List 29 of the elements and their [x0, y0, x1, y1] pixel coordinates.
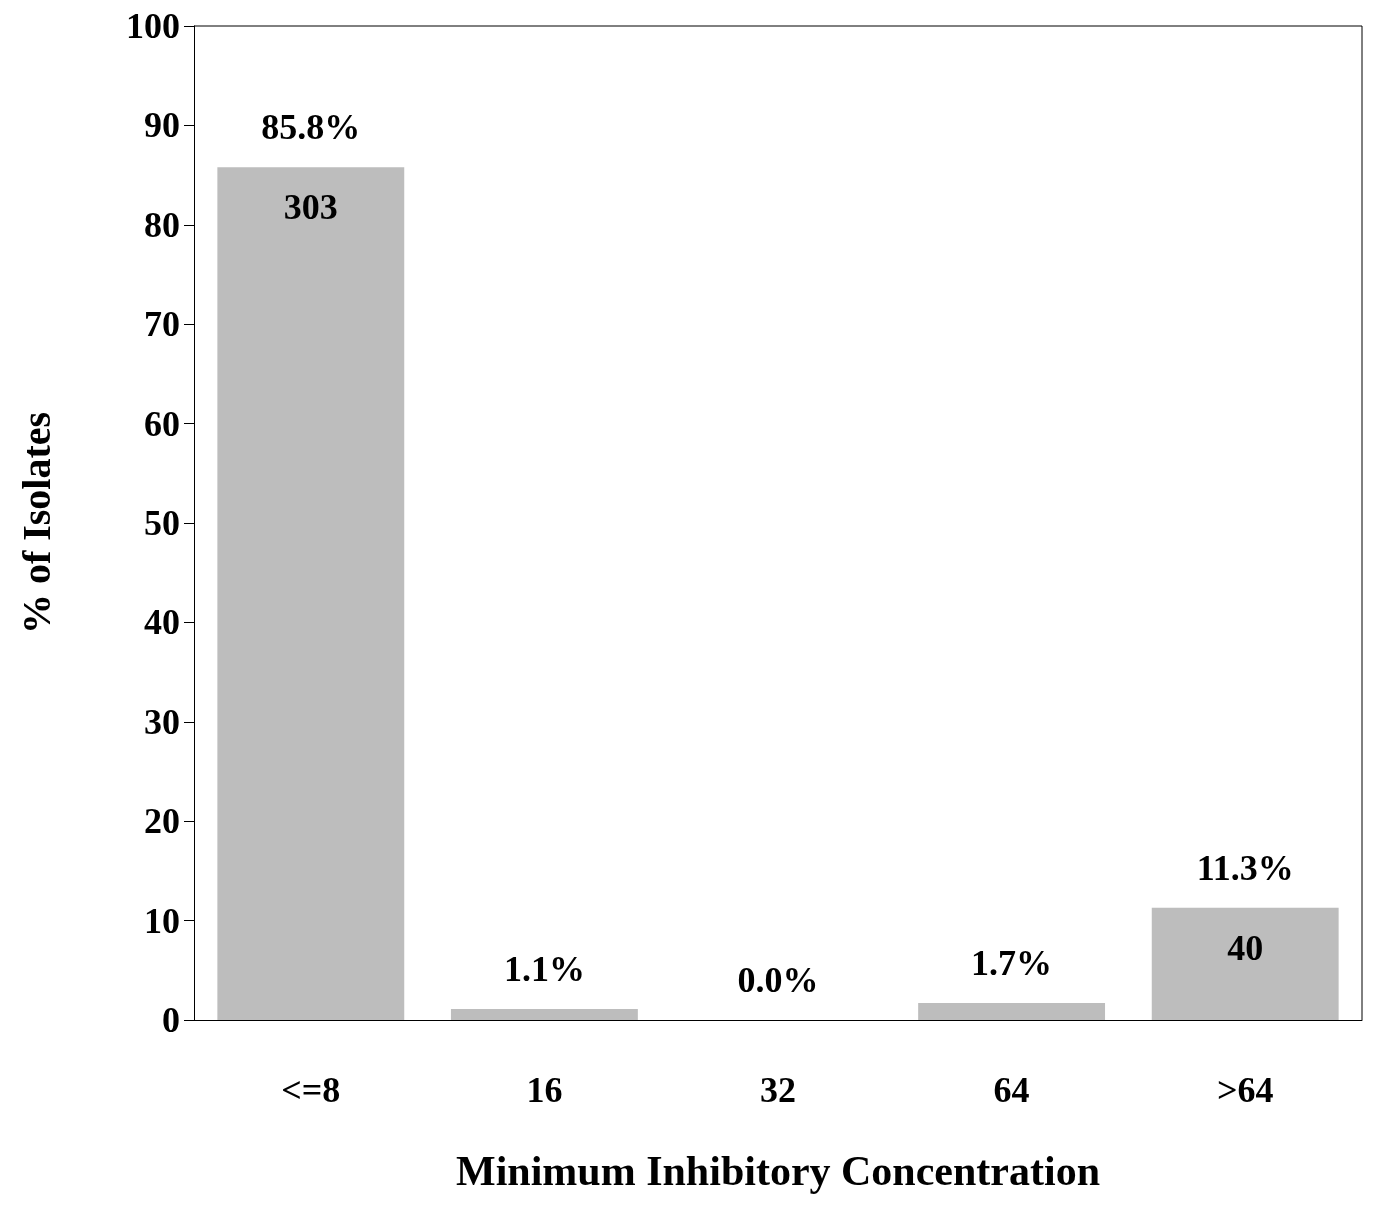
bar [450, 1009, 638, 1020]
x-tick-label: 64 [993, 1070, 1030, 1110]
x-tick-label: >64 [1216, 1070, 1274, 1110]
bar [918, 1003, 1106, 1020]
annotation: 40 [1227, 927, 1264, 968]
annotation: 303 [283, 187, 338, 228]
y-tick-label: 60 [144, 403, 180, 444]
data-label: 11.3% [1196, 847, 1294, 888]
y-tick-label: 10 [144, 900, 180, 941]
x-tick-label: 16 [526, 1070, 563, 1110]
data-label: 1.7% [971, 943, 1053, 984]
y-tick-label: 100 [126, 6, 180, 46]
bar [217, 167, 405, 1020]
y-tick-label: 40 [144, 602, 180, 643]
x-tick-label: 32 [760, 1070, 796, 1110]
bar [1151, 907, 1339, 1020]
y-tick-label: 20 [144, 801, 180, 842]
y-tick-label: 90 [144, 105, 180, 146]
data-label: 0.0% [737, 960, 819, 1000]
data-label: 85.8% [261, 107, 361, 148]
y-tick-label: 80 [144, 204, 180, 245]
y-tick-label: 0 [162, 1000, 180, 1040]
y-tick-label: 70 [144, 304, 180, 345]
x-tick-label: <=8 [281, 1070, 341, 1110]
data-label: 1.1% [503, 949, 585, 990]
y-axis-title: % of Isolates [13, 411, 59, 635]
y-tick-label: 50 [144, 503, 180, 543]
x-axis-title: Minimum Inhibitory Concentration [455, 1148, 1101, 1194]
y-tick-label: 30 [144, 701, 180, 742]
